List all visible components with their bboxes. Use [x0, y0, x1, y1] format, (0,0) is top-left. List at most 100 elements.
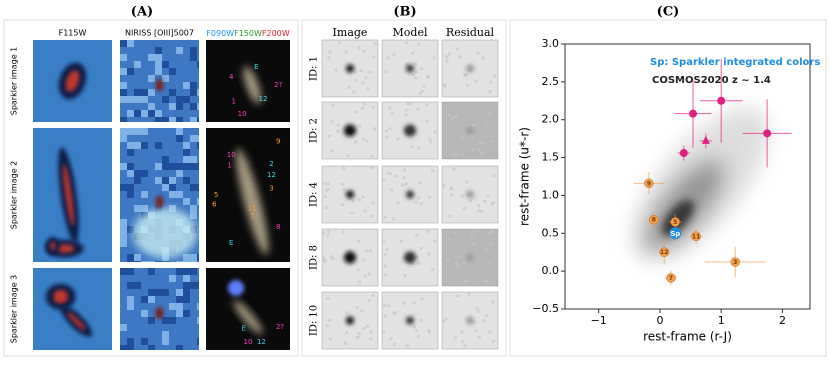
pixel: [127, 324, 134, 331]
pixel: [197, 96, 199, 103]
noise: [336, 123, 340, 127]
pixel: [176, 156, 183, 163]
pixel: [127, 254, 134, 261]
noise: [463, 280, 467, 284]
noise: [356, 268, 360, 272]
pixel: [134, 191, 141, 198]
pixel: [190, 247, 197, 254]
noise: [410, 261, 414, 265]
noise: [471, 136, 475, 140]
pixel: [162, 296, 169, 303]
pixel: [176, 75, 183, 82]
pixel: [155, 289, 162, 296]
pixel: [141, 345, 148, 350]
pixel: [134, 205, 141, 212]
pixel: [169, 47, 176, 54]
noise: [416, 334, 420, 338]
pixel: [190, 212, 197, 219]
noise: [405, 62, 409, 66]
pixel: [155, 338, 162, 345]
pixel: [155, 317, 162, 324]
pixel: [120, 212, 127, 219]
pixel: [183, 40, 190, 47]
noise: [365, 249, 369, 253]
noise: [405, 344, 409, 348]
source: [155, 195, 164, 208]
pixel: [141, 96, 148, 103]
image-niriss: [120, 268, 199, 350]
cutout: [321, 228, 379, 287]
pixel: [148, 40, 155, 47]
pixel: [162, 324, 169, 331]
source: [55, 244, 75, 253]
noise: [414, 70, 418, 74]
pixel: [176, 345, 183, 350]
noise: [382, 177, 386, 181]
pixel: [148, 117, 155, 122]
noise: [364, 76, 368, 80]
pixel: [197, 68, 199, 75]
pixel: [197, 198, 199, 205]
pixel: [127, 233, 134, 240]
clump-label: 1: [227, 162, 231, 170]
pixel: [148, 289, 155, 296]
pixel: [148, 68, 155, 75]
noise: [359, 68, 363, 72]
column-header: F115W: [59, 29, 87, 38]
pixel: [141, 128, 148, 135]
pixel: [127, 177, 134, 184]
noise: [473, 230, 477, 234]
noise: [327, 134, 331, 138]
pixel: [190, 345, 197, 350]
pixel: [155, 156, 162, 163]
pixel: [169, 149, 176, 156]
pixel: [162, 110, 169, 117]
pixel: [176, 117, 183, 122]
noise: [428, 195, 432, 199]
noise: [385, 135, 389, 139]
noise: [324, 189, 328, 193]
pixel: [176, 110, 183, 117]
pixel: [155, 54, 162, 61]
pixel: [169, 75, 176, 82]
noise: [362, 137, 366, 141]
noise: [474, 80, 478, 84]
noise: [487, 231, 491, 235]
pixel: [148, 142, 155, 149]
noise: [322, 231, 326, 235]
noise: [384, 252, 388, 256]
pixel: [183, 103, 190, 110]
noise: [401, 183, 405, 187]
noise: [472, 320, 476, 324]
pixel: [155, 61, 162, 68]
pixel: [148, 268, 155, 275]
pixel: [134, 184, 141, 191]
pixel: [183, 110, 190, 117]
pixel: [197, 117, 199, 122]
pixel: [197, 268, 199, 275]
noise: [331, 257, 335, 261]
noise: [419, 247, 423, 251]
pixel: [176, 331, 183, 338]
image-bg: [206, 268, 290, 350]
pixel: [134, 254, 141, 261]
pixel: [162, 170, 169, 177]
row-label: ID: 10: [309, 305, 320, 336]
pixel: [183, 191, 190, 198]
row-label: Sparkler image 2: [10, 161, 19, 230]
pixel: [127, 268, 134, 275]
pixel: [120, 110, 127, 117]
noise: [472, 241, 476, 245]
pixel: [120, 191, 127, 198]
clump-label: E: [229, 239, 233, 247]
pixel: [183, 324, 190, 331]
pixel: [127, 184, 134, 191]
noise: [484, 279, 488, 283]
pixel: [120, 345, 127, 350]
pixel: [141, 142, 148, 149]
pixel: [197, 40, 199, 47]
pixel: [162, 282, 169, 289]
source: [65, 70, 80, 92]
galaxy: [233, 300, 263, 335]
pixel: [141, 331, 148, 338]
